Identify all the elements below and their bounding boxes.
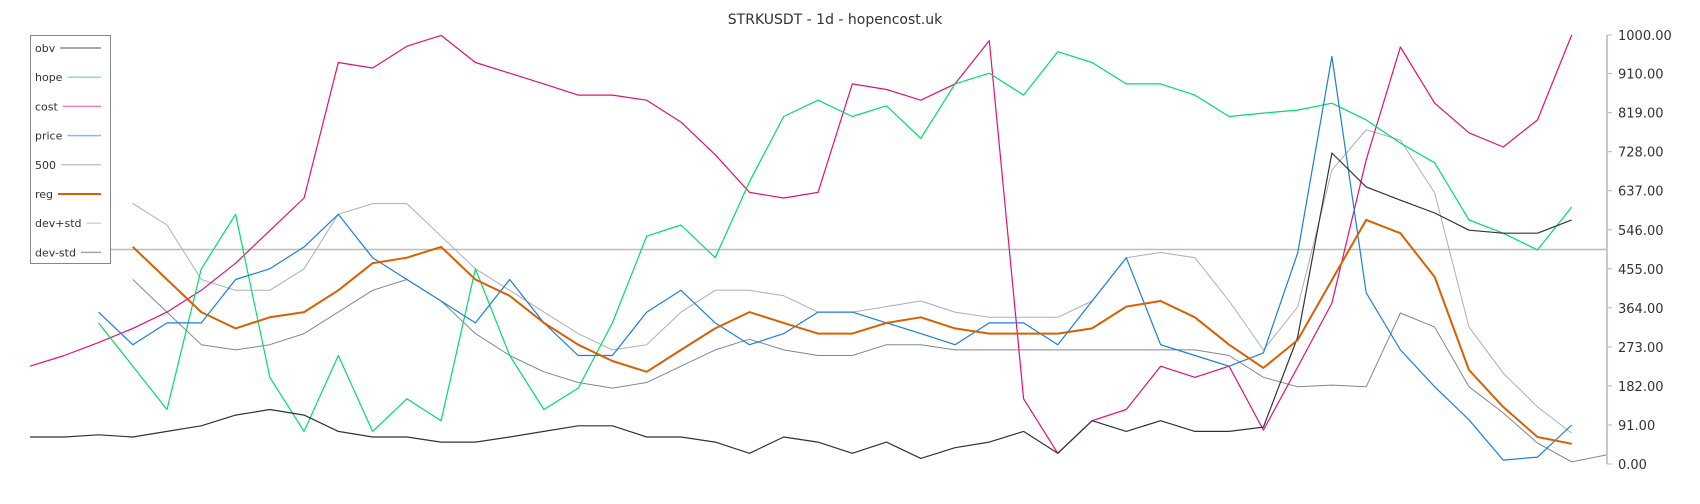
- legend: obv hope cost price 500 reg dev+std dev-std: [30, 35, 111, 264]
- legend-label-reg: reg: [35, 188, 53, 201]
- y-tick-label: 819.00: [1618, 107, 1664, 122]
- y-tick-label: 273.00: [1618, 341, 1664, 356]
- legend-label-cost: cost: [35, 100, 59, 113]
- y-tick-label: 182.00: [1618, 380, 1664, 395]
- y-axis: 0.00 91.00 182.00 273.00 364.00 455.00 546.00 6…: [1606, 29, 1672, 473]
- legend-label-price: price: [35, 130, 63, 143]
- legend-label-dev+std: dev+std: [35, 217, 82, 230]
- legend-label-hope: hope: [35, 71, 63, 84]
- y-tick-label: 91.00: [1618, 419, 1655, 434]
- legend-label-500: 500: [35, 159, 56, 172]
- plot-area: [29, 34, 1607, 463]
- y-tick-label: 0.00: [1618, 458, 1647, 473]
- y-tick-label: 1000.00: [1618, 29, 1672, 44]
- y-tick-label: 455.00: [1618, 263, 1664, 278]
- y-tick-label: 910.00: [1618, 68, 1664, 83]
- series-line-dev-std: [132, 279, 1607, 463]
- y-tick-label: 364.00: [1618, 302, 1664, 317]
- series-line-hope: [98, 51, 1573, 432]
- y-tick-label: 546.00: [1618, 224, 1664, 239]
- y-tick-label: 728.00: [1618, 146, 1664, 161]
- series-line-reg: [132, 218, 1572, 445]
- legend-label-obv: obv: [35, 42, 56, 55]
- y-tick-label: 637.00: [1618, 185, 1664, 200]
- chart-title: STRKUSDT - 1d - hopencost.uk: [728, 12, 943, 28]
- series-line-price: [98, 55, 1573, 461]
- legend-label-dev-std: dev-std: [35, 246, 76, 259]
- series-line-obv: [30, 152, 1572, 459]
- legend-box: [30, 35, 111, 264]
- series-line-cost: [29, 34, 1573, 454]
